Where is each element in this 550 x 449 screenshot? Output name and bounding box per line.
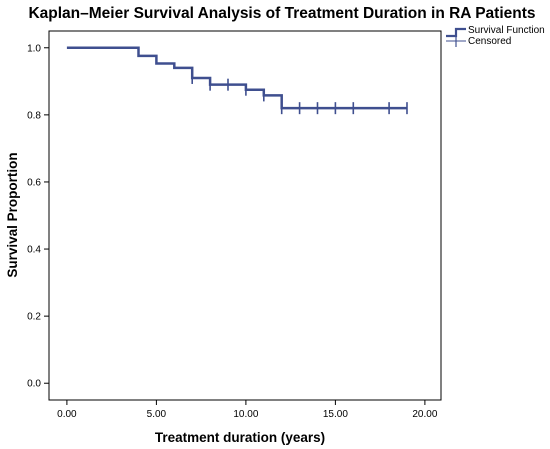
legend-label-censored: Censored (468, 36, 511, 47)
legend-item-censored: Censored (446, 35, 511, 47)
x-tick-label: 20.00 (412, 409, 437, 420)
y-tick-label: 0.4 (27, 245, 41, 256)
y-tick-label: 1.0 (27, 43, 41, 54)
chart-title: Kaplan–Meier Survival Analysis of Treatm… (28, 5, 535, 22)
x-axis-label: Treatment duration (years) (155, 430, 325, 445)
x-tick-label: 10.00 (233, 409, 258, 420)
x-tick-label: 0.00 (57, 409, 77, 420)
y-axis: 0.0 0.2 0.4 0.6 0.8 1.0 (27, 43, 49, 390)
censored-marks (191, 71, 408, 115)
legend: Survival Function Censored (446, 25, 545, 47)
legend-item-survival-function: Survival Function (446, 25, 545, 38)
y-tick-label: 0.6 (27, 177, 41, 188)
y-tick-label: 0.0 (27, 379, 41, 390)
x-axis: 0.00 5.00 10.00 15.00 20.00 (57, 400, 438, 420)
plot-frame (48, 30, 442, 401)
y-axis-label: Survival Proportion (5, 152, 20, 277)
legend-label-survival: Survival Function (468, 25, 545, 36)
y-tick-label: 0.2 (27, 312, 41, 323)
survival-function-line (66, 46, 407, 110)
y-tick-label: 0.8 (27, 110, 41, 121)
x-tick-label: 15.00 (323, 409, 348, 420)
legend-swatch-survival (446, 27, 466, 38)
x-tick-label: 5.00 (147, 409, 167, 420)
